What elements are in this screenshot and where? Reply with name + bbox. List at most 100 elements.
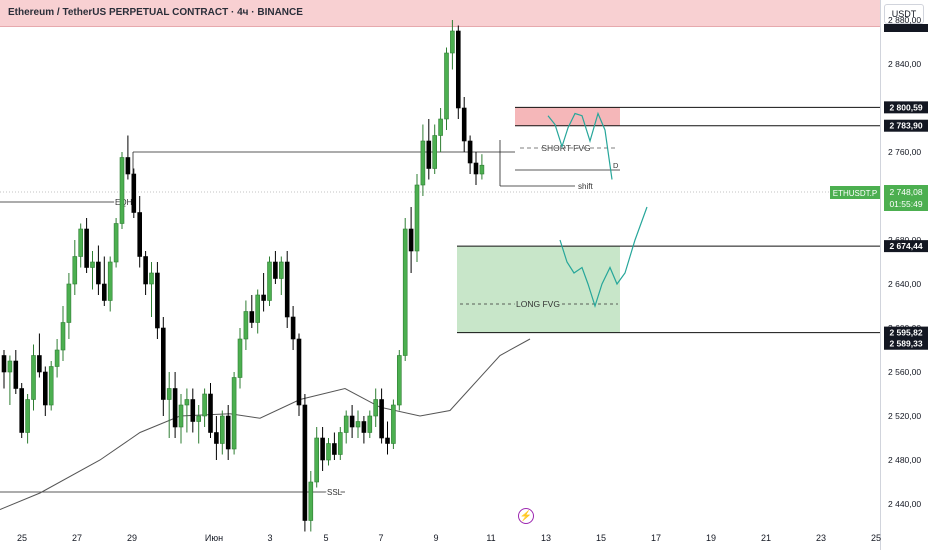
candle-body	[278, 261, 284, 279]
candle-body	[332, 443, 337, 455]
chart-title: Ethereum / TetherUS PERPETUAL CONTRACT ·…	[8, 7, 303, 18]
candle-body	[48, 366, 54, 406]
candle-body	[385, 437, 390, 444]
candle-body	[420, 140, 426, 186]
shift-label: shift	[578, 182, 593, 191]
candle-body	[1, 355, 7, 373]
candle-body	[42, 371, 48, 406]
price-label: 2 589,33	[889, 339, 922, 349]
candle-body	[172, 388, 178, 428]
y-tick-label: 2 760,00	[888, 147, 921, 157]
candle-body	[178, 404, 184, 428]
candle-body	[473, 162, 479, 175]
y-tick-label: 2 440,00	[888, 499, 921, 509]
candle-body	[196, 415, 201, 422]
x-tick-label: 25	[17, 533, 27, 543]
x-tick-label: 13	[541, 533, 551, 543]
lightning-icon[interactable]: ⚡	[518, 508, 534, 524]
x-tick-label: Июн	[205, 533, 223, 543]
candle-body	[414, 184, 420, 252]
price-label-box	[884, 337, 928, 350]
candle-body	[402, 228, 408, 356]
candle-body	[137, 212, 142, 257]
y-tick-label: 2 880,00	[888, 15, 921, 25]
chart-header-bar: Ethereum / TetherUS PERPETUAL CONTRACT ·…	[0, 0, 880, 27]
x-tick-label: 5	[323, 533, 328, 543]
candle-body	[66, 283, 72, 323]
price-label-box	[884, 326, 928, 339]
price-label-box	[884, 119, 928, 132]
candle-body	[220, 415, 225, 444]
candle-body	[450, 30, 455, 54]
candle-body	[102, 283, 107, 301]
candle-body	[455, 30, 461, 109]
x-tick-label: 19	[706, 533, 716, 543]
candle-body	[225, 415, 231, 450]
candle-body	[161, 327, 166, 400]
candle-body	[379, 399, 384, 439]
price-label-box	[884, 101, 928, 114]
y-tick-label: 2 640,00	[888, 279, 921, 289]
d-label: D	[613, 161, 619, 170]
price-label-box	[884, 240, 928, 253]
x-tick-label: 23	[816, 533, 826, 543]
candle-body	[84, 228, 89, 268]
candle-body	[13, 360, 19, 389]
candle-body	[184, 399, 190, 406]
top-price-label-box	[884, 24, 928, 32]
ssl-label: SSL	[327, 488, 343, 497]
candle-body	[255, 294, 260, 323]
x-tick-label: 11	[486, 533, 495, 543]
x-tick-label: 29	[127, 533, 137, 543]
candle-body	[190, 399, 196, 422]
moving-average-line	[0, 338, 531, 510]
x-tick-label: 3	[267, 533, 272, 543]
candle-body	[267, 261, 272, 301]
x-tick-label: 27	[72, 533, 82, 543]
candle-body	[326, 443, 331, 461]
price-label: 2 595,82	[889, 328, 922, 338]
x-tick-label: 17	[651, 533, 661, 543]
price-label: 2 783,90	[889, 121, 922, 131]
candle-body	[408, 228, 414, 252]
candle-body	[243, 311, 249, 340]
price-axis-panel[interactable]	[880, 0, 932, 550]
current-price-value: 2 748,08	[889, 187, 922, 197]
x-tick-label: 15	[596, 533, 606, 543]
candle-body	[90, 261, 95, 268]
y-tick-label: 2 480,00	[888, 455, 921, 465]
symbol-badge-label: ETHUSDT.P	[833, 189, 877, 198]
candle-timer: 01:55:49	[889, 199, 922, 209]
candle-body	[296, 338, 302, 406]
y-tick-label: 2 680,00	[888, 235, 921, 245]
candle-body	[349, 415, 355, 428]
currency-button[interactable]: USDT	[884, 4, 924, 24]
candle-body	[125, 157, 131, 175]
x-tick-label: 25	[871, 533, 881, 543]
candle-body	[302, 404, 308, 521]
candle-body	[72, 256, 78, 285]
candle-body	[320, 437, 325, 461]
symbol-badge	[830, 186, 880, 199]
short-fvg-zone	[515, 107, 620, 126]
candle-body	[237, 338, 243, 378]
candle-body	[438, 118, 443, 136]
long-projection-path	[559, 206, 648, 308]
candle-body	[231, 377, 237, 450]
x-tick-label: 21	[761, 533, 771, 543]
candle-body	[202, 393, 207, 417]
price-label: 2 800,59	[889, 102, 922, 112]
candle-body	[284, 261, 290, 318]
x-tick-label: 7	[378, 533, 383, 543]
candle-body	[373, 399, 379, 417]
candle-body	[25, 399, 30, 433]
candle-body	[479, 164, 485, 175]
candle-body	[107, 261, 113, 301]
long-fvg-label: LONG FVG	[516, 299, 560, 309]
candle-body	[432, 135, 438, 169]
candle-body	[31, 355, 36, 400]
candle-body	[96, 261, 101, 285]
current-price-badge	[884, 185, 928, 211]
candle-body	[54, 349, 60, 367]
